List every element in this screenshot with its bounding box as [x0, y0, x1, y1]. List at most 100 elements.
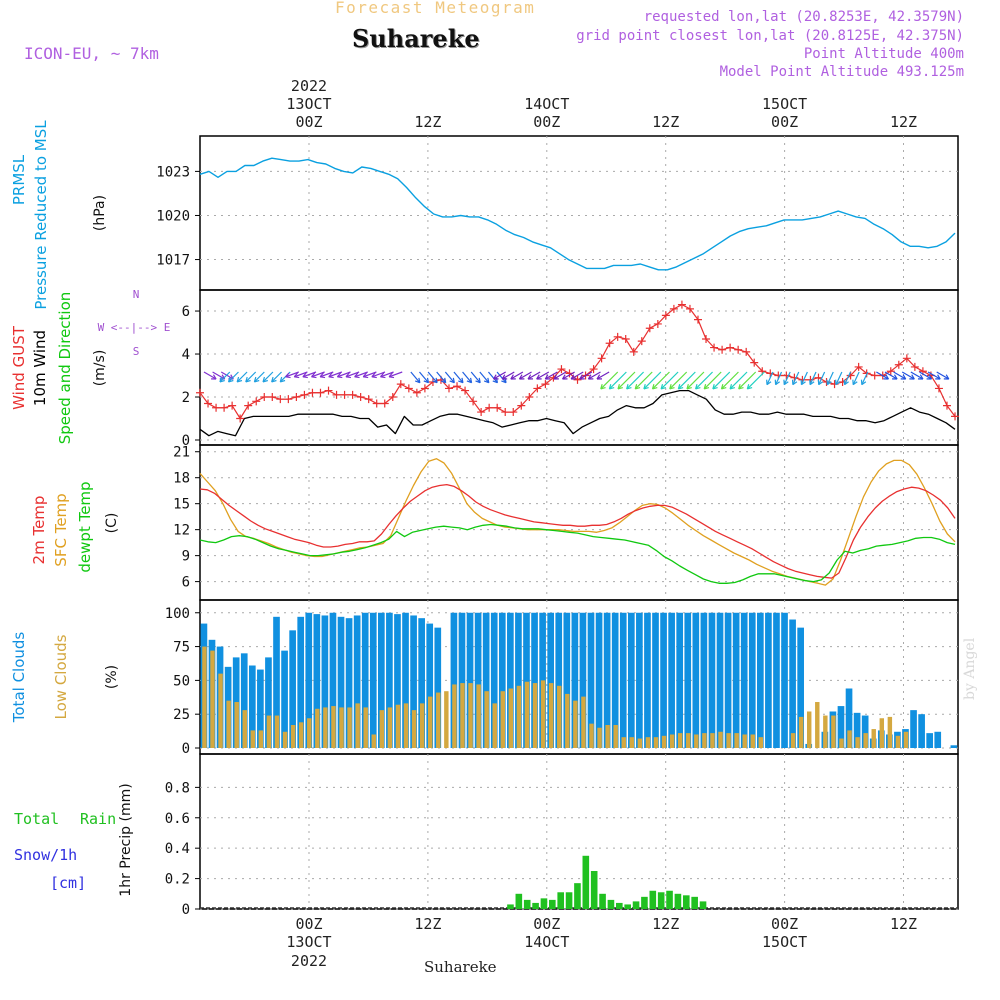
total-cloud-bar — [619, 612, 627, 748]
wind-direction-arrow — [345, 371, 360, 378]
wind-arrow-head — [892, 374, 898, 380]
wind-arrow-head — [536, 374, 542, 380]
wind-direction-arrow — [893, 371, 907, 380]
low-cloud-bar — [234, 702, 239, 748]
gust-marker — [332, 390, 341, 399]
total-cloud-bar — [555, 612, 563, 748]
rain-bar — [649, 890, 657, 909]
wind-direction-arrow — [588, 371, 601, 380]
rain-bar — [565, 892, 573, 909]
gust-marker — [212, 403, 221, 412]
low-cloud-bar — [742, 734, 747, 748]
wind-direction-arrow — [245, 371, 257, 383]
wind-direction-arrow — [285, 371, 299, 378]
total-cloud-bar — [386, 612, 393, 748]
wind-direction-arrow — [596, 371, 610, 380]
wind-arrow-head — [883, 374, 889, 380]
wind-arrow-head — [766, 379, 772, 386]
total-cloud-bar — [579, 612, 587, 748]
gust-label: Wind GUST — [10, 325, 28, 410]
total-cloud-bar — [773, 612, 780, 748]
total-cloud-bar — [248, 665, 256, 748]
low-cloud-bar — [436, 692, 441, 748]
low-cloud-bar — [411, 710, 417, 748]
y-tick-label: 21 — [173, 445, 190, 461]
wind-direction-arrow — [444, 371, 455, 384]
wind-arrow-head — [432, 377, 438, 384]
wind-direction-arrow — [660, 371, 679, 390]
y-tick-label: 1023 — [156, 164, 190, 180]
gust-marker — [348, 390, 357, 399]
total-cloud-bar — [547, 612, 555, 748]
total-cloud-bar — [789, 619, 796, 748]
wind-arrow-head — [466, 377, 473, 384]
total-cloud-bar — [861, 715, 869, 748]
total-cloud-bar — [418, 618, 425, 748]
wind-arrow-head — [677, 384, 684, 390]
low-cloud-bar — [694, 734, 699, 748]
low-cloud-bar — [266, 715, 272, 748]
wind-arrow-head — [712, 384, 718, 390]
gust-marker — [477, 408, 486, 417]
total-cloud-bar — [724, 612, 732, 748]
rain-bar — [549, 899, 556, 909]
total-cloud-bar — [281, 650, 288, 748]
wind-direction-arrow — [800, 371, 808, 385]
gust-marker — [902, 354, 911, 363]
cloud-unit: (%) — [104, 665, 120, 689]
wind-arrow-head — [458, 377, 464, 384]
sfc-label: SFC Temp — [52, 493, 70, 566]
total-cloud-bar — [676, 612, 684, 748]
low-cloud-bar — [298, 722, 304, 748]
wind-arrow-head — [860, 379, 867, 386]
low-cloud-bar — [540, 680, 546, 748]
total-cloud-bar — [837, 706, 845, 748]
wind-direction-arrow — [519, 371, 532, 380]
wind-arrow-head — [909, 374, 915, 380]
wind-arrow-head — [943, 374, 950, 380]
low-cloud-bar — [323, 707, 328, 748]
total-cloud-bar — [337, 616, 345, 748]
wind-arrow-head — [651, 384, 658, 390]
wind-direction-arrow — [634, 371, 653, 390]
total-cloud-bar — [563, 612, 571, 748]
wind-direction-arrow — [876, 371, 889, 380]
wind-direction-arrow — [775, 371, 783, 385]
wind-direction-arrow — [493, 371, 506, 380]
wind-arrow-head — [518, 374, 525, 380]
gust-marker — [750, 358, 759, 367]
wind-arrow-head — [783, 379, 789, 386]
wind-direction-arrow — [617, 371, 636, 390]
low-cloud-bar — [532, 683, 538, 748]
low-cloud-bar — [468, 683, 473, 748]
temp-unit: (C) — [104, 513, 120, 534]
y-tick-label: 25 — [173, 707, 190, 723]
wind-arrow-head — [634, 384, 641, 390]
gust-marker — [196, 388, 204, 397]
dewpt-line — [199, 523, 956, 584]
low-cloud-bar — [734, 733, 739, 748]
wind-direction-arrow — [363, 371, 377, 378]
low-cloud-bar — [661, 735, 667, 748]
gust-marker — [372, 399, 381, 408]
low-cloud-bar — [823, 715, 828, 748]
panel-frame — [199, 289, 959, 446]
total-cloud-bar — [611, 612, 619, 748]
wind-direction-arrow — [884, 371, 898, 380]
low-cloud-bar — [476, 684, 481, 748]
total-cloud-bar — [853, 712, 861, 748]
wind-direction-arrow — [729, 371, 748, 390]
total-cloud-bar — [716, 612, 724, 748]
rain-bar — [590, 870, 598, 909]
low-cloud-bar — [290, 725, 296, 748]
total-cloud-bar — [515, 612, 522, 748]
y-tick-label: 12 — [173, 523, 190, 539]
total-cloud-bar — [305, 612, 313, 748]
total-cloud-bar — [748, 612, 756, 748]
gust-marker — [404, 384, 413, 393]
total-cloud-bar — [474, 612, 482, 748]
y-tick-label: 4 — [182, 347, 190, 363]
total-cloud-bar — [466, 612, 474, 748]
total-cloud-bar — [700, 612, 708, 748]
gust-marker — [228, 401, 237, 410]
